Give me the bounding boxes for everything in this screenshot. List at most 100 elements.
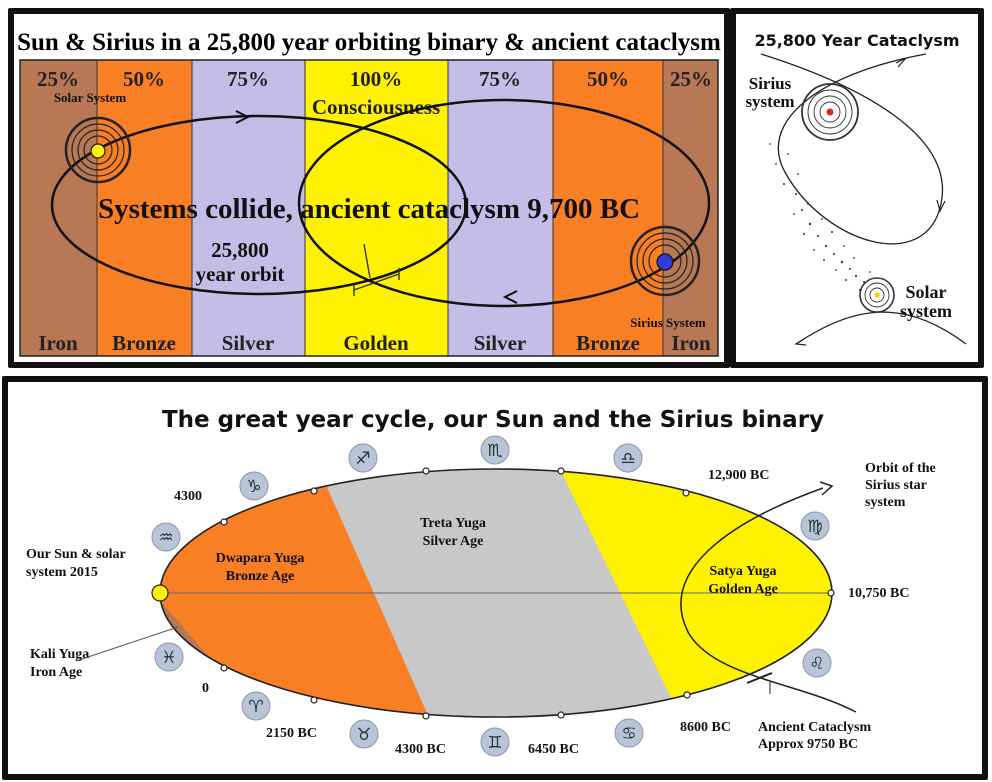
side-panel: 25,800 Year Cataclysm Sirius (736, 14, 978, 362)
svg-text:♍: ♍ (807, 517, 822, 537)
band-bronze-right (553, 60, 663, 356)
side-sirius-rings (801, 83, 859, 141)
date-4300: 4300 (174, 489, 202, 504)
sun-dot (90, 143, 106, 159)
cancer-icon: ♋ (614, 718, 644, 748)
svg-text:♏: ♏ (487, 441, 502, 461)
side-arrow-1 (895, 57, 907, 68)
our-sun-dot (151, 584, 169, 602)
sirius-orbit-curve (680, 487, 857, 713)
svg-text:♌: ♌ (809, 654, 824, 674)
debris-dots (769, 143, 871, 291)
satya-label-1: Satya Yuga (709, 564, 776, 579)
dwapara-label-1: Dwapara Yuga (216, 551, 305, 566)
svg-text:♑: ♑ (246, 477, 261, 497)
kali-pointer (75, 626, 179, 662)
date-4300bc: 4300 BC (395, 742, 446, 757)
aries-icon: ♈ (241, 691, 271, 721)
band-percent-4: 100% (350, 67, 403, 91)
our-sun-label-2: system 2015 (26, 565, 98, 580)
band-age-5: Silver (474, 331, 527, 355)
band-percent-3: 75% (227, 67, 269, 91)
treta-label-1: Treta Yuga (420, 516, 486, 531)
svg-text:♈: ♈ (248, 697, 263, 717)
side-solar-rings (859, 277, 895, 313)
collide-label: Systems collide, ancient cataclysm 9,700… (98, 193, 640, 225)
bottom-title: The great year cycle, our Sun and the Si… (162, 407, 824, 433)
orbit-label-3: system (865, 495, 906, 510)
side-title: 25,800 Year Cataclysm (754, 31, 959, 50)
treta-label-2: Silver Age (423, 534, 484, 549)
side-diagram: 25,800 Year Cataclysm Sirius (745, 31, 967, 346)
side-sun-dot (874, 292, 880, 298)
svg-text:♋: ♋ (621, 724, 636, 744)
consciousness-label: Consciousness (312, 95, 440, 119)
band-age-7: Iron (671, 331, 711, 355)
date-6450bc: 6450 BC (528, 742, 579, 757)
gemini-icon: ♊ (480, 727, 510, 757)
band-percent-5: 75% (479, 67, 521, 91)
date-8600bc: 8600 BC (680, 720, 731, 735)
top-title: Sun & Sirius in a 25,800 year orbiting b… (17, 29, 721, 56)
svg-text:♉: ♉ (356, 725, 371, 745)
taurus-icon: ♉ (349, 719, 379, 749)
side-sirius-dot (826, 108, 834, 116)
pisces-icon: ♓ (154, 642, 184, 672)
capricorn-icon: ♑ (239, 471, 269, 501)
band-percent-7: 25% (670, 67, 712, 91)
leo-icon: ♌ (802, 648, 832, 678)
dwapara-label-2: Bronze Age (226, 569, 295, 584)
date-2150bc: 2150 BC (266, 726, 317, 741)
side-sirius-label-1: Sirius (749, 74, 792, 93)
bottom-diagram: The great year cycle, our Sun and the Si… (26, 407, 936, 757)
top-panel: Sun & Sirius in a 25,800 year orbiting b… (14, 14, 724, 362)
sirius-orbit-arrow (819, 481, 834, 496)
side-sirius-label-2: system (745, 92, 794, 111)
sirius-path (760, 53, 944, 245)
band-percent-2: 50% (123, 67, 165, 91)
aquarius-icon: ♒ (151, 522, 181, 552)
orbit-label-2: Sirius star (865, 478, 927, 493)
band-silver-left (192, 60, 305, 356)
great-year-ellipse (160, 469, 832, 717)
svg-text:♒: ♒ (158, 528, 173, 548)
satya-label-2: Golden Age (708, 582, 778, 597)
orbit-label-1: 25,800 (211, 238, 269, 262)
orbit-arrow-bottom (502, 290, 518, 304)
band-iron-left (20, 60, 97, 356)
ellipse-markers (220, 467, 835, 720)
svg-text:♓: ♓ (161, 648, 176, 668)
side-solar-label-1: Solar (905, 282, 946, 302)
top-diagram: Sun & Sirius in a 25,800 year orbiting b… (17, 29, 721, 357)
virgo-icon: ♍ (800, 511, 830, 541)
solar-orbit (50, 114, 468, 296)
date-10750bc: 10,750 BC (848, 586, 909, 601)
zodiac-icons: ♐ ♏ ♎ ♑ ♍ ♒ ♓ ♌ ♈ (151, 435, 832, 757)
side-solar-label-2: system (900, 301, 952, 321)
bottom-panel: The great year cycle, our Sun and the Si… (8, 382, 982, 774)
band-percent-1: 25% (37, 67, 79, 91)
band-age-6: Bronze (576, 331, 640, 355)
cataclysm-tick (746, 672, 773, 684)
scorpio-icon: ♏ (480, 435, 510, 465)
band-age-4: Golden (343, 331, 409, 355)
kali-label-2: Iron Age (30, 665, 82, 680)
orbit-label-1: Orbit of the (865, 461, 936, 476)
orbit-arrow-top (235, 110, 251, 124)
band-age-2: Bronze (112, 331, 176, 355)
our-sun-label-1: Our Sun & solar (26, 547, 126, 562)
sirius-orbit (297, 98, 711, 308)
kali-label-1: Kali Yuga (30, 647, 89, 662)
region-golden (559, 469, 832, 717)
band-age-1: Iron (38, 331, 78, 355)
collision-marker (353, 243, 400, 296)
svg-text:♐: ♐ (355, 449, 370, 469)
side-arrow-2 (936, 199, 946, 213)
date-0: 0 (202, 681, 209, 696)
solar-system-label: Solar System (54, 90, 127, 105)
cataclysm-label-1: Ancient Cataclysm (758, 720, 871, 735)
sirius-dot (656, 253, 674, 271)
band-age-3: Silver (222, 331, 275, 355)
libra-icon: ♎ (613, 443, 643, 473)
sirius-system-rings (629, 225, 701, 297)
